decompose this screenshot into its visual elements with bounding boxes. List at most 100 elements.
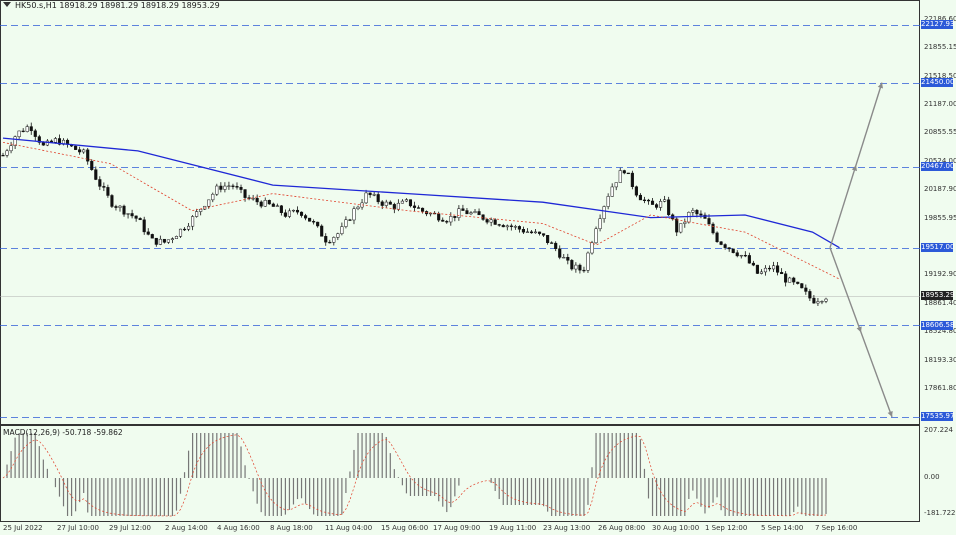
- candle-body: [74, 145, 78, 150]
- candle-body: [207, 199, 211, 207]
- candle-body: [784, 273, 788, 283]
- candle-body: [521, 229, 525, 233]
- candle-body: [102, 186, 106, 188]
- price-tick: 21855.15: [924, 42, 956, 51]
- time-tick: 5 Sep 14:00: [761, 524, 804, 532]
- candle-body: [86, 149, 90, 162]
- candle-body: [477, 211, 481, 216]
- candle-body: [780, 272, 784, 275]
- candle-body: [316, 221, 320, 227]
- candle-body: [223, 185, 227, 190]
- candle-body: [747, 255, 751, 264]
- candle-body: [324, 236, 328, 243]
- candle-body: [824, 298, 828, 302]
- candle-body: [755, 264, 759, 274]
- candle-body: [396, 202, 400, 210]
- time-tick: 11 Aug 04:00: [325, 524, 373, 532]
- candle-body: [332, 237, 336, 243]
- candle-body: [364, 192, 368, 204]
- price-panel-frame: [0, 0, 920, 425]
- price-tick: 18861.40: [924, 298, 956, 307]
- candle-body: [606, 196, 610, 207]
- candle-body: [800, 283, 804, 289]
- candle-body: [808, 291, 812, 299]
- level-price-label: 19517.00: [921, 243, 955, 253]
- candle-body: [259, 201, 263, 207]
- level-price-label: 20467.00: [921, 162, 955, 172]
- candle-body: [622, 170, 626, 174]
- candle-body: [41, 142, 45, 146]
- candle-body: [187, 225, 191, 230]
- candle-body: [138, 218, 142, 221]
- candle-body: [33, 130, 37, 137]
- ma-fast-line: [2, 142, 840, 280]
- candle-body: [505, 225, 509, 228]
- macd-signal-line: [2, 434, 827, 517]
- candle-body: [368, 192, 372, 196]
- candle-body: [142, 219, 146, 233]
- candle-body: [106, 187, 110, 196]
- candle-body: [618, 170, 622, 183]
- price-tick: 20524.00: [924, 156, 956, 165]
- candle-body: [751, 262, 755, 266]
- candle-body: [231, 185, 235, 187]
- candle-body: [162, 238, 166, 243]
- candle-body: [150, 234, 154, 239]
- candle-body: [723, 244, 727, 248]
- candle-body: [352, 208, 356, 221]
- bearish-projection-arrow-head: [887, 410, 893, 417]
- candle-body: [699, 213, 703, 216]
- candle-body: [642, 199, 647, 201]
- candle-body: [437, 213, 441, 221]
- candle-body: [675, 218, 679, 233]
- candle-body: [235, 186, 239, 188]
- time-tick: 23 Aug 13:00: [543, 524, 591, 532]
- level-price-label: 22127.93: [921, 20, 955, 30]
- candle-body: [275, 205, 279, 207]
- candle-body: [525, 231, 530, 233]
- candle-body: [586, 252, 590, 271]
- candle-body: [126, 213, 130, 215]
- candle-body: [251, 198, 255, 200]
- candle-body: [219, 185, 223, 190]
- bullish-projection-arrow-mid-head: [851, 165, 857, 172]
- candle-body: [263, 200, 267, 207]
- time-tick: 15 Aug 06:00: [381, 524, 429, 532]
- candle-body: [320, 225, 324, 237]
- candle-body: [344, 219, 348, 227]
- candle-body: [715, 232, 719, 243]
- candle-body: [453, 216, 457, 218]
- candle-body: [227, 185, 231, 187]
- dropdown-triangle-icon[interactable]: [3, 2, 11, 7]
- candle-body: [199, 208, 203, 212]
- candle-body: [388, 201, 392, 205]
- candle-body: [170, 238, 174, 241]
- candle-body: [655, 204, 659, 208]
- candle-body: [5, 150, 9, 156]
- candle-body: [134, 215, 138, 219]
- ma-slow-line: [2, 137, 840, 249]
- candle-body: [707, 218, 711, 225]
- candle-body: [554, 242, 558, 250]
- candle-body: [659, 201, 663, 208]
- candle-body: [404, 199, 408, 202]
- candle-body: [763, 267, 768, 273]
- candle-body: [287, 210, 291, 217]
- candle-body: [348, 219, 352, 221]
- price-tick: 20187.90: [924, 185, 956, 194]
- candle-body: [114, 206, 118, 208]
- candle-body: [735, 252, 739, 257]
- candle-body: [739, 254, 743, 257]
- candle-body: [328, 241, 332, 244]
- candle-body: [178, 228, 183, 237]
- candle-body: [497, 224, 501, 226]
- candle-body: [416, 207, 421, 209]
- candle-body: [711, 223, 715, 234]
- candle-body: [90, 160, 94, 170]
- candle-body: [489, 219, 493, 223]
- candle-body: [493, 219, 497, 225]
- candle-body: [279, 205, 283, 213]
- candle-body: [267, 200, 271, 205]
- candle-body: [731, 248, 735, 253]
